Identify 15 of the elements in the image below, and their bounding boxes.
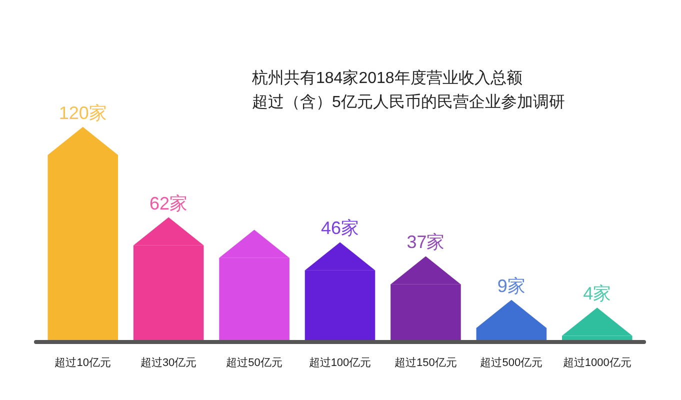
data-label: 37家 [406,232,445,252]
data-label: 62家 [150,193,188,214]
text: 杭州共有184家2018年度营业收入总额 [251,69,522,87]
data-label: 4家 [583,284,612,304]
x-tick-label: 超过100亿元 [308,356,372,369]
x-tick-label: 超过500亿元 [480,356,543,369]
x-tick-label: 超过1000亿元 [562,356,632,369]
text: 超过（含）5亿元人民币的民营企业参加调研 [252,93,565,111]
data-label: 9家 [497,276,526,296]
data-label: 120家 [58,102,107,123]
data-label: 46家 [320,218,360,238]
x-tick-label: 超过10亿元 [54,356,111,369]
x-tick-label: 超过30亿元 [140,356,197,369]
x-tick-label: 超过50亿元 [226,356,282,369]
x-tick-label: 超过150亿元 [394,356,457,369]
